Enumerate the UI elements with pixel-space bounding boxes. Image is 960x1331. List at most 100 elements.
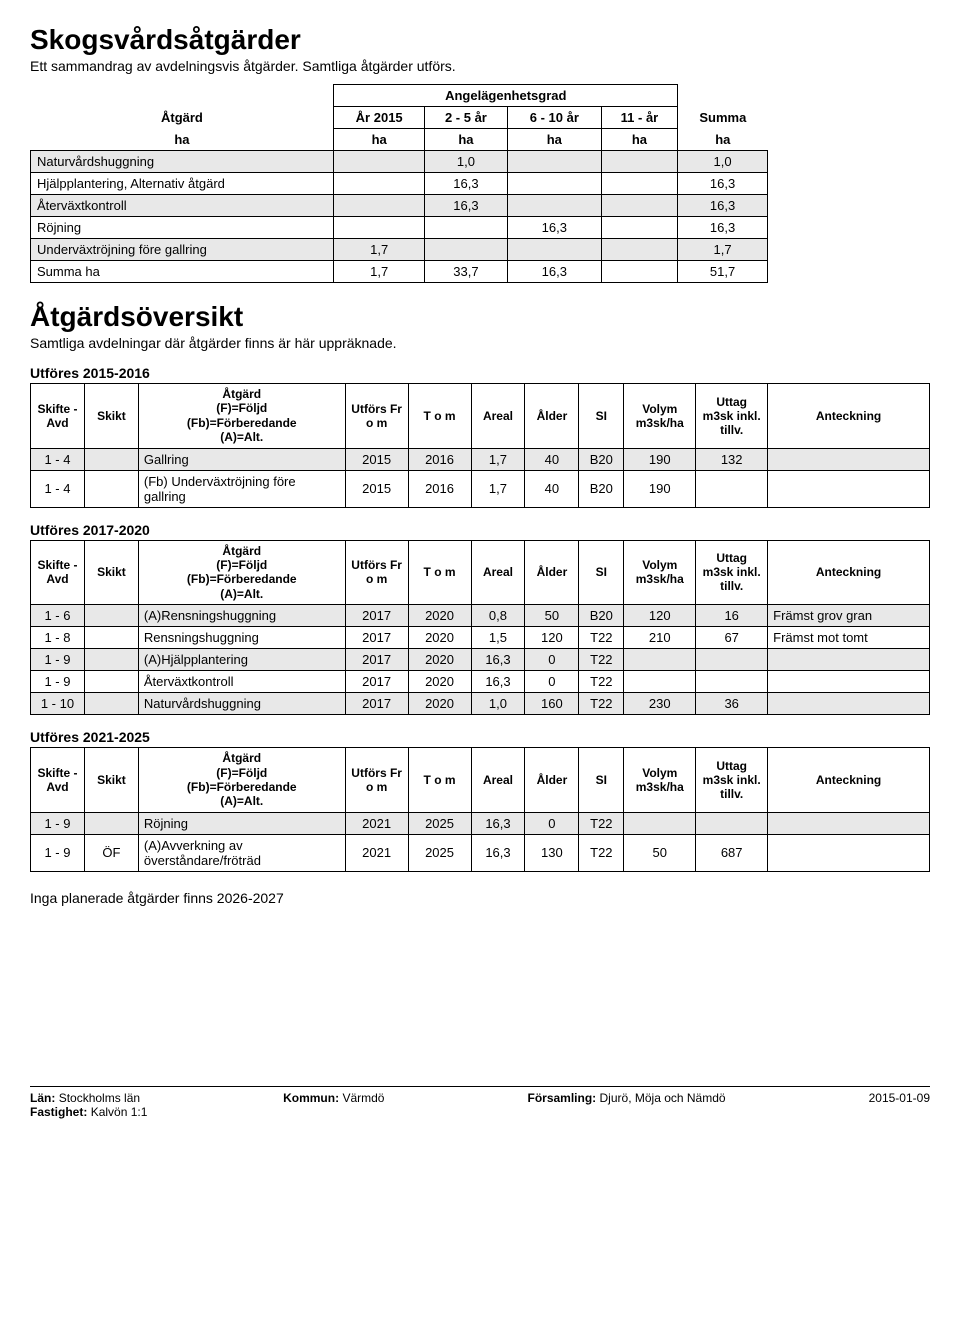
- detail-cell: Naturvårdshuggning: [138, 693, 345, 715]
- detail-cell: [768, 812, 930, 834]
- detail-cell: B20: [579, 448, 624, 470]
- detail-header: Skifte - Avd: [31, 384, 85, 449]
- summary-cell: 16,3: [678, 173, 768, 195]
- overview-title: Åtgärdsöversikt: [30, 301, 930, 333]
- detail-header: Ålder: [525, 540, 579, 605]
- detail-cell: 2020: [408, 605, 471, 627]
- col-610: 6 - 10 år: [507, 107, 601, 129]
- footnote: Inga planerade åtgärder finns 2026-2027: [30, 890, 930, 906]
- detail-cell: 16,3: [471, 834, 525, 871]
- forsamling-label: Församling:: [528, 1091, 597, 1105]
- summary-row: Underväxtröjning före gallring1,71,7: [31, 239, 768, 261]
- summary-cell: [601, 173, 677, 195]
- detail-cell: 2021: [345, 812, 408, 834]
- detail-header: Ålder: [525, 384, 579, 449]
- detail-row: 1 - 10Naturvårdshuggning201720201,0160T2…: [31, 693, 930, 715]
- detail-cell: T22: [579, 627, 624, 649]
- detail-row: 1 - 9ÖF(A)Avverkning av överståndare/frö…: [31, 834, 930, 871]
- detail-cell: T22: [579, 649, 624, 671]
- summary-cell: [507, 195, 601, 217]
- summary-cell: 1,0: [678, 151, 768, 173]
- detail-cell: 16,3: [471, 812, 525, 834]
- col-angelagen: Angelägenhetsgrad: [334, 85, 678, 107]
- detail-cell: [84, 627, 138, 649]
- detail-cell: [768, 693, 930, 715]
- detail-cell: [624, 671, 696, 693]
- detail-cell: [696, 671, 768, 693]
- detail-header: Utförs Fr o m: [345, 384, 408, 449]
- detail-cell: 2015: [345, 448, 408, 470]
- lan-value: Stockholms län: [59, 1091, 140, 1105]
- detail-cell: 0: [525, 671, 579, 693]
- summary-cell: 1,7: [334, 239, 425, 261]
- detail-cell: 132: [696, 448, 768, 470]
- summary-row: Summa ha1,733,716,351,7: [31, 261, 768, 283]
- unit-ha: ha: [678, 129, 768, 151]
- summary-cell: [334, 217, 425, 239]
- detail-cell: [84, 649, 138, 671]
- detail-cell: 230: [624, 693, 696, 715]
- summary-cell: [507, 239, 601, 261]
- detail-cell: Främst grov gran: [768, 605, 930, 627]
- page-title: Skogsvårdsåtgärder: [30, 24, 930, 56]
- detail-header: Areal: [471, 384, 525, 449]
- detail-cell: (Fb) Underväxtröjning före gallring: [138, 470, 345, 507]
- detail-row: 1 - 6(A)Rensningshuggning201720200,850B2…: [31, 605, 930, 627]
- detail-cell: 1 - 8: [31, 627, 85, 649]
- detail-cell: B20: [579, 605, 624, 627]
- detail-header: Ålder: [525, 748, 579, 813]
- summary-row: Hjälpplantering, Alternativ åtgärd16,316…: [31, 173, 768, 195]
- detail-cell: 2015: [345, 470, 408, 507]
- detail-cell: [768, 649, 930, 671]
- detail-cell: 0: [525, 649, 579, 671]
- lan-label: Län:: [30, 1091, 55, 1105]
- detail-cell: 120: [624, 605, 696, 627]
- summary-cell: Naturvårdshuggning: [31, 151, 334, 173]
- detail-cell: T22: [579, 812, 624, 834]
- detail-cell: 2020: [408, 693, 471, 715]
- summary-cell: 16,3: [678, 217, 768, 239]
- detail-header: Utförs Fr o m: [345, 748, 408, 813]
- detail-cell: [84, 605, 138, 627]
- detail-cell: 40: [525, 448, 579, 470]
- page-subtitle: Ett sammandrag av avdelningsvis åtgärder…: [30, 58, 930, 74]
- detail-cell: 130: [525, 834, 579, 871]
- detail-cell: 2017: [345, 693, 408, 715]
- detail-header: T o m: [408, 540, 471, 605]
- detail-cell: 1,7: [471, 470, 525, 507]
- detail-cell: [84, 470, 138, 507]
- detail-cell: Rensningshuggning: [138, 627, 345, 649]
- summary-cell: 16,3: [424, 173, 507, 195]
- summary-cell: 1,7: [678, 239, 768, 261]
- unit-ha: ha: [31, 129, 334, 151]
- summary-cell: [424, 217, 507, 239]
- summary-cell: 1,0: [424, 151, 507, 173]
- detail-cell: [696, 812, 768, 834]
- fastighet-label: Fastighet:: [30, 1105, 87, 1119]
- detail-cell: 2020: [408, 671, 471, 693]
- detail-cell: 2017: [345, 671, 408, 693]
- detail-cell: Röjning: [138, 812, 345, 834]
- summary-cell: 16,3: [507, 261, 601, 283]
- col-ar2015: År 2015: [334, 107, 425, 129]
- detail-header: Skifte - Avd: [31, 748, 85, 813]
- detail-header: T o m: [408, 384, 471, 449]
- detail-cell: 2025: [408, 834, 471, 871]
- detail-cell: 1 - 4: [31, 470, 85, 507]
- summary-cell: [507, 173, 601, 195]
- summary-row: Röjning16,316,3: [31, 217, 768, 239]
- fastighet-value: Kalvön 1:1: [91, 1105, 148, 1119]
- summary-cell: [601, 239, 677, 261]
- detail-cell: 2016: [408, 448, 471, 470]
- detail-header: SI: [579, 384, 624, 449]
- summary-row: Återväxtkontroll16,316,3: [31, 195, 768, 217]
- detail-cell: (A)Avverkning av överståndare/fröträd: [138, 834, 345, 871]
- detail-row: 1 - 8Rensningshuggning201720201,5120T222…: [31, 627, 930, 649]
- detail-cell: [624, 649, 696, 671]
- detail-header: Skifte - Avd: [31, 540, 85, 605]
- kommun-value: Värmdö: [342, 1091, 384, 1105]
- unit-ha: ha: [424, 129, 507, 151]
- detail-cell: (A)Hjälpplantering: [138, 649, 345, 671]
- detail-cell: 1 - 10: [31, 693, 85, 715]
- summary-cell: 16,3: [507, 217, 601, 239]
